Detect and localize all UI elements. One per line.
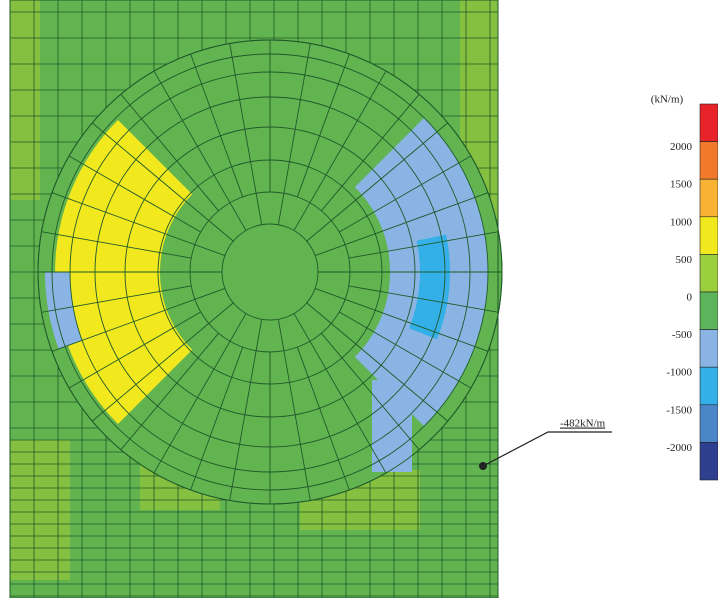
ray [229,43,263,225]
ray [153,313,247,474]
ray [277,43,311,225]
leader-dot [479,462,487,470]
ray [339,311,472,389]
ray [296,347,350,491]
legend-unit: (kN/m) [651,94,684,106]
ray [153,70,247,231]
ray [190,53,244,197]
legend-band [699,404,718,443]
legend-band [699,442,718,481]
annotation-label: -482kN/m [560,418,606,430]
ray [41,285,192,313]
legend-band [699,254,718,293]
legend-band [699,103,718,142]
ray [348,285,499,313]
leader-line [482,431,612,467]
stress-zone [45,272,83,349]
legend-tick-label: 500 [676,254,693,266]
ray [91,122,234,242]
legend-band [699,291,718,330]
ray [68,311,201,389]
ray [306,122,449,242]
ray [41,231,192,259]
ray [293,313,387,474]
ray [277,319,311,501]
mesh-plot [9,0,503,599]
ray [314,287,489,352]
ray [339,155,472,233]
ray [314,192,489,257]
ray [229,319,263,501]
annotation: -482kN/m [479,418,612,470]
ray [321,93,420,212]
legend-tick-label: 1000 [670,216,693,228]
ray [51,192,226,257]
legend-tick-label: 2000 [670,141,693,153]
ray [120,93,219,212]
ray [51,287,226,352]
ray [348,231,499,259]
ray [306,302,449,422]
legend-band [699,216,718,255]
patch [10,0,40,200]
legend-band [699,178,718,218]
ray [296,53,350,197]
legend-band [699,141,718,180]
legend-tick-label: -1000 [666,367,692,379]
ray [120,332,219,451]
ray [293,70,387,231]
legend-tick-label: 0 [687,292,693,304]
patch [10,440,70,580]
legend-tick-label: 1500 [670,179,693,191]
legend-tick-label: -2000 [666,442,692,454]
legend-tick-label: -500 [672,329,693,341]
ray [321,332,420,451]
ray [68,155,201,233]
legend-tick-label: -1500 [666,404,692,416]
ray [190,347,244,491]
legend-band [699,366,718,406]
legend-band [699,329,718,368]
ray [91,302,234,422]
color-legend: (kN/m) 2000 1500 1000 500 0 -500 -1000 -1500 -20… [651,94,718,481]
stress-zone [372,380,412,472]
